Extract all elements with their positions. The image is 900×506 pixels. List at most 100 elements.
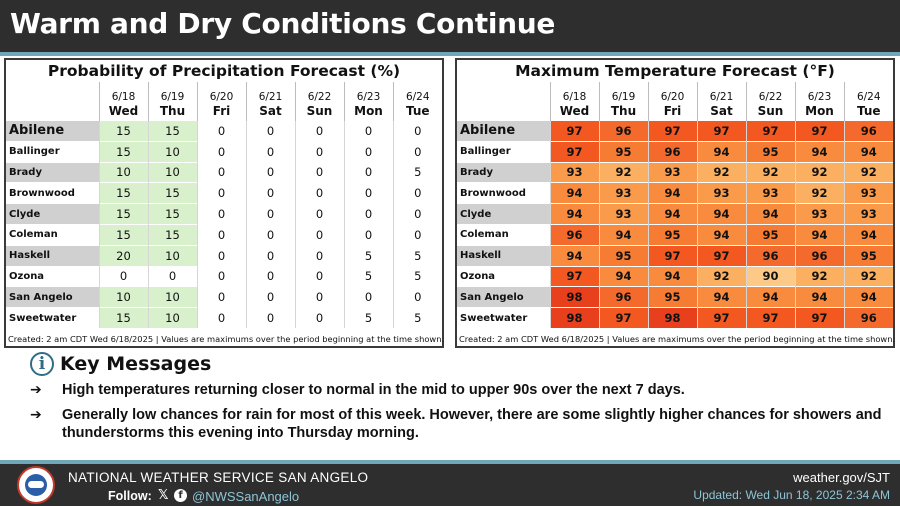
day-date: 6/18 <box>111 91 136 103</box>
key-message-1: High temperatures returning closer to no… <box>62 382 685 398</box>
temp-value-cell: 94 <box>549 203 599 225</box>
precip-value-cell: 15 <box>98 203 148 225</box>
precip-value-cell: 5 <box>392 161 442 183</box>
footer-stripe <box>0 460 900 464</box>
precip-value-cell: 0 <box>343 286 393 308</box>
temp-value-cell: 97 <box>696 307 746 328</box>
table-row: Haskell 94 95 97 97 96 96 95 <box>457 244 893 267</box>
table-row: Ballinger 97 95 96 94 95 94 94 <box>457 140 893 163</box>
table-row: Ozona 0 0 0 0 0 5 5 <box>6 265 442 287</box>
social-handle-link[interactable]: @NWSSanAngelo <box>192 489 300 504</box>
day-of-week: Tue <box>856 104 881 118</box>
temp-value-cell: 94 <box>549 182 599 204</box>
table-row: Clyde 94 93 94 94 94 93 93 <box>457 203 893 225</box>
day-header: 6/18 Wed <box>549 82 599 121</box>
updated-timestamp: Updated: Wed Jun 18, 2025 2:34 AM <box>693 488 890 502</box>
day-date: 6/24 <box>405 91 430 103</box>
precip-value-cell: 0 <box>196 286 246 308</box>
precip-value-cell: 0 <box>392 182 442 204</box>
table-row: Ozona 97 94 94 92 90 92 92 <box>457 265 893 287</box>
arrow-bullet-icon: ➔ <box>30 407 42 423</box>
precip-value-cell: 0 <box>294 223 344 246</box>
precip-value-cell: 20 <box>98 244 148 267</box>
day-header: 6/24 Tue <box>843 82 893 121</box>
precip-value-cell: 15 <box>147 182 197 204</box>
nws-logo-icon <box>17 466 55 504</box>
table-row: Sweetwater 98 97 98 97 97 97 96 <box>457 307 893 328</box>
precip-value-cell: 0 <box>98 265 148 287</box>
precip-value-cell: 0 <box>245 140 295 163</box>
temp-value-cell: 95 <box>745 140 795 163</box>
day-of-week: Mon <box>805 104 834 118</box>
precip-footnote: Created: 2 am CDT Wed 6/18/2025 | Values… <box>8 334 445 344</box>
city-name: Coleman <box>6 223 99 246</box>
precip-value-cell: 10 <box>147 161 197 183</box>
day-date: 6/20 <box>209 91 234 103</box>
city-name: Abilene <box>457 120 550 142</box>
temp-value-cell: 93 <box>794 203 844 225</box>
precip-value-cell: 15 <box>147 203 197 225</box>
day-date: 6/19 <box>611 91 636 103</box>
precip-value-cell: 0 <box>245 265 295 287</box>
precip-value-cell: 10 <box>98 286 148 308</box>
day-date: 6/20 <box>660 91 685 103</box>
city-name: Brady <box>6 161 99 183</box>
temp-value-cell: 96 <box>843 120 893 142</box>
temp-value-cell: 94 <box>696 223 746 246</box>
precip-value-cell: 15 <box>98 307 148 328</box>
precip-value-cell: 15 <box>98 120 148 142</box>
city-name: San Angelo <box>6 286 99 308</box>
table-row: Ballinger 15 10 0 0 0 0 0 <box>6 140 442 163</box>
temp-value-cell: 95 <box>647 223 697 246</box>
x-social-icon[interactable]: 𝕏 <box>158 488 169 503</box>
temp-value-cell: 96 <box>598 286 648 308</box>
day-of-week: Tue <box>405 104 430 118</box>
day-header: 6/19 Thu <box>147 82 197 121</box>
facebook-icon[interactable]: f <box>174 489 187 502</box>
temp-value-cell: 96 <box>549 223 599 246</box>
precip-value-cell: 15 <box>98 223 148 246</box>
temp-value-cell: 90 <box>745 265 795 287</box>
city-name: Sweetwater <box>457 307 550 328</box>
city-name: Brownwood <box>457 182 550 204</box>
precip-value-cell: 0 <box>196 120 246 142</box>
city-name: Clyde <box>6 203 99 225</box>
temp-value-cell: 97 <box>794 120 844 142</box>
city-name: Sweetwater <box>6 307 99 328</box>
city-name: Ozona <box>457 265 550 287</box>
precip-value-cell: 0 <box>245 161 295 183</box>
temp-value-cell: 93 <box>598 203 648 225</box>
precip-value-cell: 5 <box>343 244 393 267</box>
precip-value-cell: 0 <box>343 140 393 163</box>
precip-table-title: Probability of Precipitation Forecast (%… <box>47 62 401 80</box>
temp-value-cell: 95 <box>843 244 893 267</box>
day-header: 6/20 Fri <box>196 82 246 121</box>
day-header: 6/24 Tue <box>392 82 442 121</box>
temp-value-cell: 94 <box>598 223 648 246</box>
precip-value-cell: 5 <box>343 307 393 328</box>
key-messages-title: Key Messages <box>60 353 212 375</box>
temp-value-cell: 97 <box>696 120 746 142</box>
precip-value-cell: 5 <box>392 265 442 287</box>
day-date: 6/22 <box>758 91 783 103</box>
precip-value-cell: 0 <box>196 307 246 328</box>
temp-value-cell: 93 <box>843 203 893 225</box>
arrow-bullet-icon: ➔ <box>30 382 42 398</box>
day-of-week: Sat <box>259 104 282 118</box>
temp-value-cell: 92 <box>598 161 648 183</box>
day-date: 6/21 <box>709 91 734 103</box>
temp-value-cell: 98 <box>549 286 599 308</box>
precip-value-cell: 0 <box>147 265 197 287</box>
temp-value-cell: 94 <box>549 244 599 267</box>
temp-value-cell: 97 <box>647 120 697 142</box>
temp-value-cell: 94 <box>696 203 746 225</box>
temp-value-cell: 93 <box>549 161 599 183</box>
table-row: Brownwood 15 15 0 0 0 0 0 <box>6 182 442 204</box>
table-row: San Angelo 10 10 0 0 0 0 0 <box>6 286 442 308</box>
header-bar: Warm and Dry Conditions Continue <box>0 0 900 52</box>
website-link[interactable]: weather.gov/SJT <box>793 470 890 485</box>
precip-value-cell: 0 <box>245 182 295 204</box>
temp-value-cell: 93 <box>696 182 746 204</box>
temp-value-cell: 94 <box>794 223 844 246</box>
temp-value-cell: 95 <box>745 223 795 246</box>
